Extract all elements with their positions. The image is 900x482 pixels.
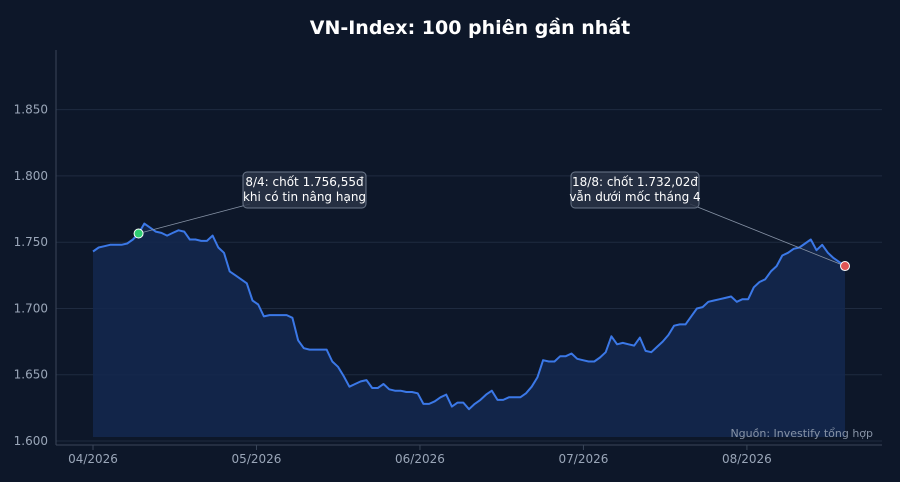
start-annotation-leader [138, 203, 251, 234]
x-tick-label: 05/2026 [232, 452, 282, 466]
end-annotation-box [570, 171, 700, 209]
y-tick-label: 1.650 [14, 368, 48, 382]
x-tick-label: 04/2026 [68, 452, 118, 466]
x-tick-label: 07/2026 [559, 452, 609, 466]
x-tick-label: 06/2026 [395, 452, 445, 466]
y-tick-label: 1.750 [14, 235, 48, 249]
start-annotation-line1: 8/4: chốt 1.756,55đ [245, 175, 364, 189]
y-tick-label: 1.600 [14, 434, 48, 448]
end-annotation-leader [689, 203, 846, 267]
end-annotation-line1: 18/8: chốt 1.732,02đ [572, 175, 698, 189]
start-annotation-line2: khi có tin nâng hạng [243, 190, 366, 204]
x-axis-ticks: 04/2026 05/2026 06/2026 07/2026 08/2026 [68, 445, 772, 466]
x-tick-label: 08/2026 [722, 452, 772, 466]
series-line [92, 222, 846, 411]
start-point-marker [133, 228, 144, 239]
y-tick-label: 1.850 [14, 103, 48, 117]
end-annotation-line2: vẫn dưới mốc tháng 4 [569, 190, 700, 204]
source-note: Nguồn: Investify tổng hợp [730, 427, 873, 440]
annotations: 8/4: chốt 1.756,55đ khi có tin nâng hạng… [138, 171, 846, 267]
y-tick-label: 1.800 [14, 169, 48, 183]
start-annotation-box [242, 171, 367, 209]
y-axis-ticks: 1.600 1.650 1.700 1.750 1.800 1.850 [14, 103, 48, 448]
chart-title: VN-Index: 100 phiên gần nhất [310, 16, 631, 39]
series-area-fill [93, 223, 845, 438]
y-tick-label: 1.700 [14, 301, 48, 315]
end-point-marker [840, 261, 850, 272]
